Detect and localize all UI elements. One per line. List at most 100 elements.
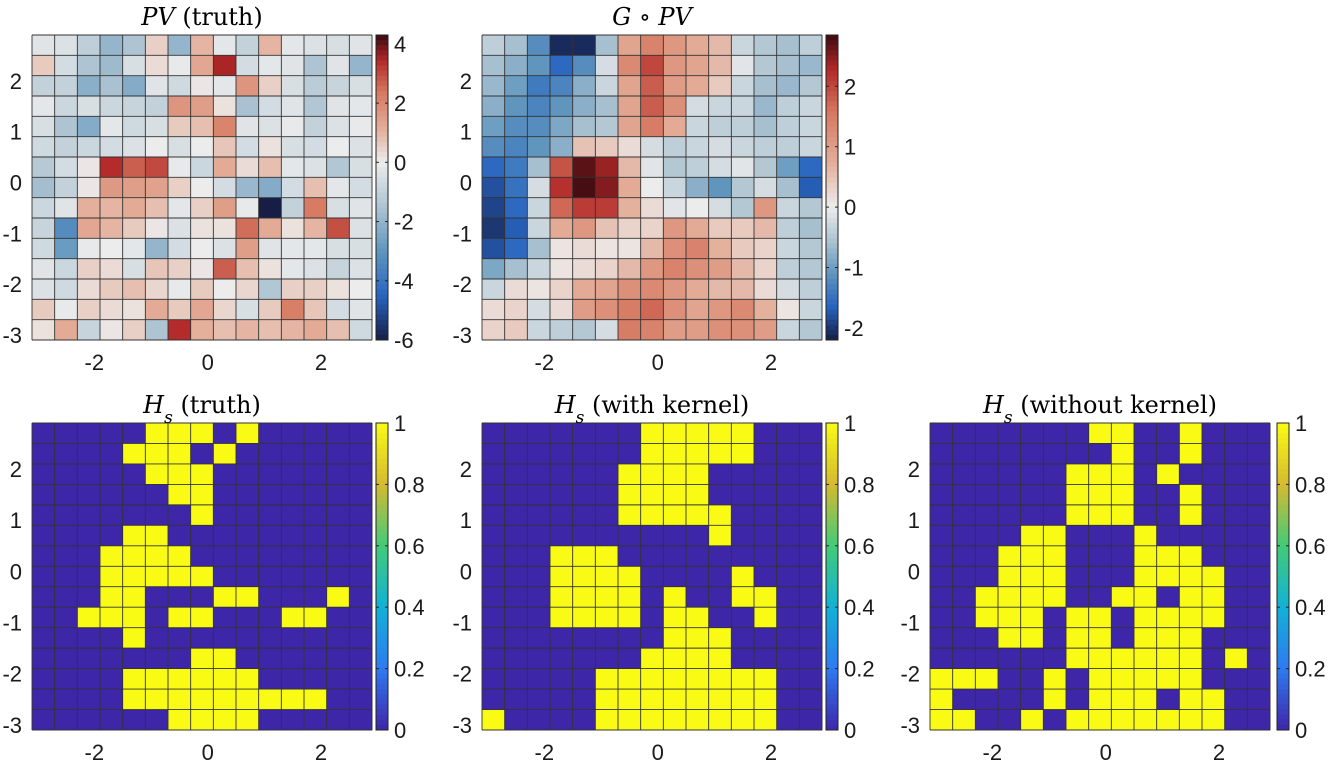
heatmap-cell bbox=[776, 116, 800, 138]
heatmap-cell bbox=[1179, 607, 1203, 629]
heatmap-cell bbox=[168, 668, 192, 690]
heatmap-cell bbox=[708, 197, 732, 219]
colorbar-segment bbox=[376, 658, 388, 664]
heatmap-cell bbox=[930, 607, 954, 629]
heatmap-cell bbox=[1066, 504, 1090, 526]
colorbar-tick-label: 1 bbox=[844, 135, 856, 160]
heatmap-cell bbox=[145, 443, 169, 465]
heatmap-cell bbox=[304, 668, 328, 690]
heatmap-cell bbox=[304, 177, 328, 199]
heatmap-cell bbox=[190, 709, 214, 731]
heatmap-cell bbox=[1247, 504, 1271, 526]
heatmap-cell bbox=[32, 423, 56, 444]
colorbar-tick-label: 0.8 bbox=[844, 472, 875, 497]
heatmap-cell bbox=[708, 319, 732, 341]
heatmap-cell bbox=[1134, 525, 1158, 547]
heatmap-cell bbox=[145, 586, 169, 608]
heatmap-cell bbox=[595, 116, 619, 138]
heatmap-cell bbox=[77, 668, 101, 690]
heatmap-cell bbox=[572, 463, 596, 485]
colorbar-segment bbox=[826, 75, 838, 82]
heatmap-cell bbox=[1043, 689, 1067, 710]
colorbar: 210-1-2 bbox=[825, 34, 864, 341]
heatmap-cell bbox=[122, 299, 146, 321]
colorbar-segment bbox=[826, 263, 838, 270]
title-part: s bbox=[164, 408, 173, 428]
heatmap-cell bbox=[281, 627, 305, 649]
colorbar-segment bbox=[376, 479, 388, 485]
y-tick-label: -1 bbox=[2, 611, 22, 636]
heatmap-cell bbox=[349, 75, 373, 97]
colorbar-segment bbox=[1277, 622, 1289, 629]
colorbar-segment bbox=[826, 499, 838, 506]
colorbar-segment bbox=[1277, 571, 1289, 577]
colorbar-segment bbox=[376, 540, 388, 547]
heatmap-cell bbox=[686, 35, 710, 56]
colorbar-tick-label: 0.4 bbox=[394, 595, 425, 620]
heatmap-cell bbox=[975, 627, 999, 649]
heatmap-cell bbox=[236, 668, 260, 690]
heatmap-cell bbox=[572, 709, 596, 731]
heatmap-cell bbox=[1020, 689, 1044, 710]
heatmap-cell bbox=[686, 545, 710, 567]
heatmap-cell bbox=[952, 607, 976, 629]
heatmap-cell bbox=[349, 443, 373, 465]
heatmap-cell bbox=[190, 648, 214, 669]
colorbar-segment bbox=[1277, 504, 1289, 511]
colorbar-segment bbox=[826, 714, 838, 721]
heatmap-cell bbox=[349, 627, 373, 649]
colorbar-segment bbox=[376, 719, 388, 726]
heatmap-cell bbox=[754, 319, 778, 341]
colorbar-segment bbox=[826, 463, 838, 470]
heatmap-cell bbox=[213, 463, 237, 485]
heatmap-cell bbox=[1179, 545, 1203, 567]
heatmap-cell bbox=[258, 607, 282, 629]
colorbar-segment bbox=[376, 111, 388, 117]
heatmap-cell bbox=[550, 525, 574, 547]
x-tick-label: 2 bbox=[765, 740, 777, 762]
colorbar-segment bbox=[376, 699, 388, 705]
colorbar-segment bbox=[376, 428, 388, 434]
colorbar-segment bbox=[826, 627, 838, 634]
heatmap-cell bbox=[618, 299, 642, 321]
heatmap-cell bbox=[776, 75, 800, 97]
heatmap-cell bbox=[754, 463, 778, 485]
heatmap-cell bbox=[304, 627, 328, 649]
heatmap-cell bbox=[77, 35, 101, 56]
y-tick-label: 0 bbox=[10, 170, 22, 195]
heatmap-cell bbox=[504, 689, 528, 710]
heatmap-cell bbox=[54, 423, 78, 444]
heatmap-cell bbox=[54, 319, 78, 341]
heatmap-cell bbox=[258, 258, 282, 280]
heatmap-cell bbox=[213, 709, 237, 731]
y-tick-label: 1 bbox=[460, 508, 472, 533]
colorbar-segment bbox=[376, 238, 388, 244]
heatmap-cell bbox=[168, 197, 192, 219]
heatmap-cell bbox=[168, 279, 192, 300]
heatmap-cell bbox=[54, 299, 78, 321]
heatmap-cell bbox=[663, 443, 687, 465]
heatmap-cell bbox=[1020, 586, 1044, 608]
heatmap-cell bbox=[595, 627, 619, 649]
heatmap-cell bbox=[1066, 709, 1090, 731]
heatmap-cell bbox=[1202, 586, 1226, 608]
colorbar-segment bbox=[376, 212, 388, 219]
colorbar-segment bbox=[376, 704, 388, 711]
colorbar-segment bbox=[376, 253, 388, 260]
heatmap-cell bbox=[754, 157, 778, 178]
heatmap-cell bbox=[595, 463, 619, 485]
heatmap-cell bbox=[122, 423, 146, 444]
colorbar-segment bbox=[826, 479, 838, 485]
heatmap-cell bbox=[1247, 566, 1271, 588]
heatmap-cell bbox=[731, 319, 755, 341]
heatmap-cell bbox=[731, 443, 755, 465]
heatmap-cell bbox=[1224, 484, 1248, 506]
colorbar-segment bbox=[1277, 643, 1289, 649]
heatmap-cell bbox=[504, 586, 528, 608]
heatmap-cell bbox=[326, 258, 350, 280]
heatmap-cell bbox=[236, 96, 260, 117]
heatmap-cell bbox=[550, 218, 574, 239]
heatmap-cell bbox=[122, 668, 146, 690]
